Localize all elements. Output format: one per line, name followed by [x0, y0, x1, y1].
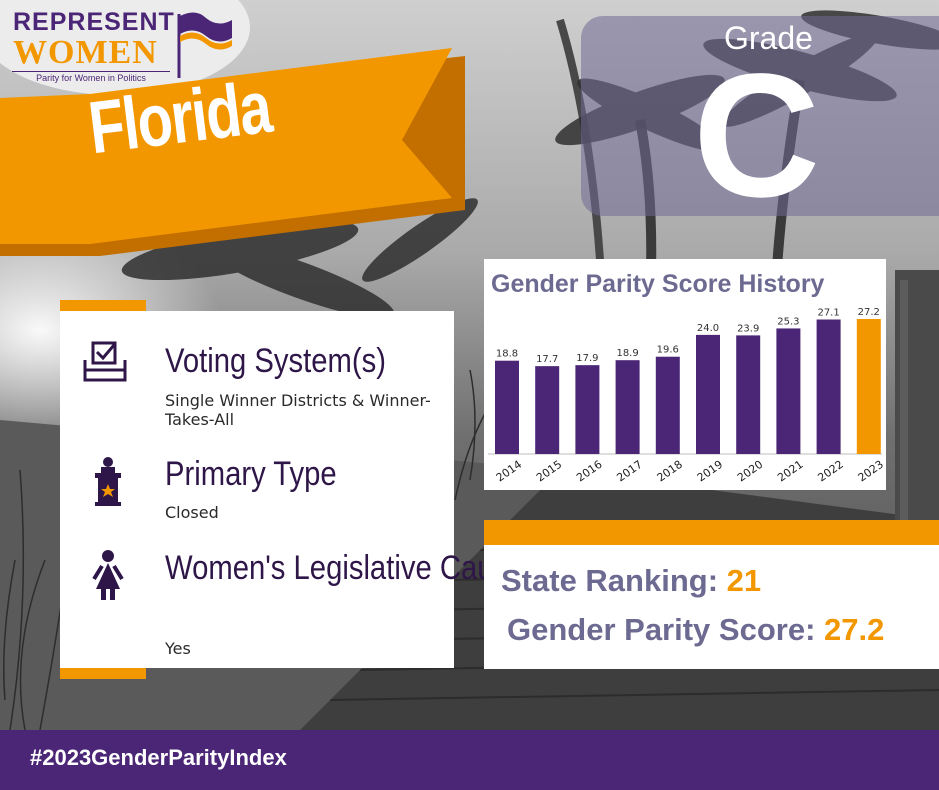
- logo-tagline: Parity for Women in Politics: [12, 71, 170, 83]
- bar-2019: [696, 334, 720, 454]
- woman-icon: [92, 550, 124, 600]
- bar-2015: [535, 366, 560, 454]
- bar-2022: [816, 319, 841, 454]
- bar-2023: [856, 319, 881, 454]
- ballot-box-icon: [83, 341, 127, 382]
- parity-score-label: Gender Parity Score:: [507, 612, 816, 647]
- chart-title: Gender Parity Score History: [491, 270, 825, 298]
- bar-2014: [495, 360, 519, 454]
- podium-icon: [95, 457, 121, 506]
- voting-system-value: Single Winner Districts & Winner-Takes-A…: [165, 391, 431, 430]
- bar-value-label: 27.2: [858, 307, 880, 318]
- bar-value-label: 18.8: [496, 349, 518, 360]
- bar-value-label: 25.3: [777, 316, 799, 327]
- state-ranking-value: 21: [726, 563, 762, 598]
- bar-2018: [655, 356, 680, 454]
- primary-type-value: Closed: [165, 503, 219, 522]
- score-history-chart: 18.8 2014 17.7 2015 17.9 2016 18.9 2017 19.6 2018…: [488, 307, 886, 485]
- x-tick-label: 2020: [735, 458, 765, 485]
- parity-score-value: 27.2: [824, 612, 885, 647]
- voting-system-heading: Voting System(s): [165, 342, 387, 380]
- x-tick-label: 2018: [655, 458, 685, 485]
- x-tick-label: 2014: [494, 458, 524, 485]
- x-tick-label: 2021: [775, 458, 805, 485]
- logo-represent-text: REPRESENT: [13, 8, 175, 36]
- x-tick-label: 2023: [856, 458, 886, 485]
- bar-2017: [615, 360, 640, 454]
- score-accent-stripe: [484, 520, 939, 545]
- x-tick-label: 2015: [534, 458, 564, 485]
- bar-2021: [776, 328, 801, 454]
- bar-value-label: 23.9: [737, 323, 759, 334]
- x-tick-label: 2016: [574, 458, 604, 485]
- footer-hashtag: #2023GenderParityIndex: [30, 745, 287, 770]
- bar-value-label: 17.9: [576, 353, 598, 364]
- grade-panel: [581, 16, 939, 216]
- primary-type-heading: Primary Type: [165, 455, 337, 493]
- bar-value-label: 24.0: [697, 323, 719, 334]
- state-ranking-line: State Ranking: 21: [501, 563, 761, 599]
- score-summary-card: [484, 545, 939, 669]
- x-tick-label: 2017: [614, 458, 644, 485]
- bar-value-label: 19.6: [657, 345, 679, 356]
- x-tick-label: 2022: [815, 458, 845, 485]
- bar-2016: [575, 365, 600, 454]
- grade-letter: C: [693, 38, 821, 234]
- parity-score-line: Gender Parity Score: 27.2: [507, 612, 884, 648]
- state-ranking-label: State Ranking:: [501, 563, 719, 598]
- state-banner: [0, 48, 465, 256]
- grade-label: Grade: [724, 20, 813, 56]
- bar-2020: [736, 335, 761, 454]
- footer-bar: [0, 730, 939, 790]
- caucus-value: Yes: [165, 639, 191, 658]
- x-tick-label: 2019: [695, 458, 725, 485]
- logo-women-text: WOMEN: [13, 34, 158, 71]
- bar-value-label: 17.7: [536, 354, 558, 365]
- logo-flag-icon: [177, 12, 232, 78]
- bar-value-label: 18.9: [616, 348, 638, 359]
- bar-value-label: 27.1: [817, 307, 839, 318]
